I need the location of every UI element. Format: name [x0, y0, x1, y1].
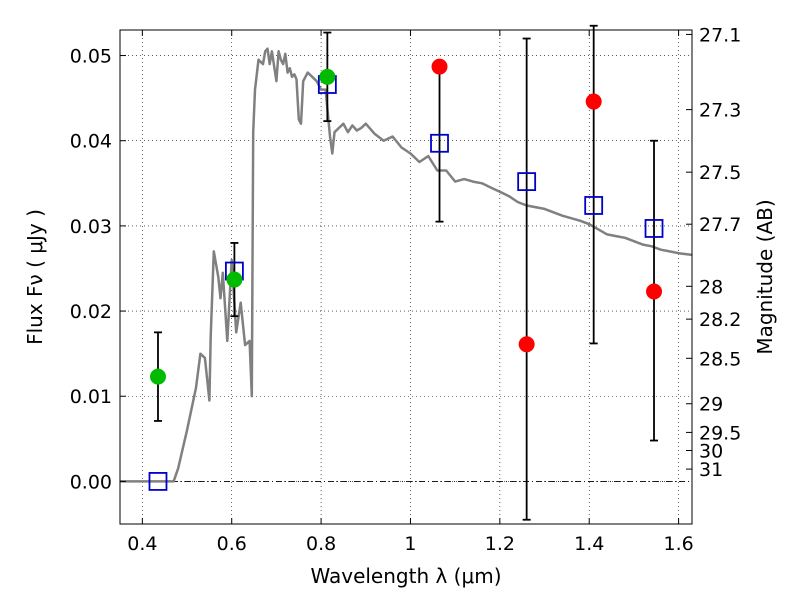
x-tick-label: 0.8 — [306, 533, 336, 555]
detection-point — [319, 68, 336, 85]
y2-axis-label: Magnitude (AB) — [753, 199, 777, 354]
y2-tick-label: 30 — [699, 440, 723, 462]
data-markers — [148, 58, 664, 491]
y2-tick-label: 29 — [699, 394, 723, 416]
x-tick-label: 1.4 — [574, 533, 604, 555]
model-square-point — [430, 133, 449, 153]
detection-point — [226, 271, 243, 288]
y2-tick-label: 27.5 — [699, 162, 741, 184]
y-tick-label: 0.03 — [70, 216, 112, 238]
x-tick-label: 1.6 — [663, 533, 693, 555]
y2-tick-label: 27.3 — [699, 100, 741, 122]
y-tick-label: 0.05 — [70, 46, 112, 68]
y2-tick-label: 27.7 — [699, 214, 741, 236]
x-tick-label: 1 — [404, 533, 416, 555]
y-tick-label: 0.00 — [70, 471, 112, 493]
error-bars — [153, 24, 659, 521]
y2-tick-label: 31 — [699, 459, 723, 481]
y-tick-label: 0.01 — [70, 386, 112, 408]
x-tick-label: 1.2 — [485, 533, 515, 555]
y2-tick-label: 28.5 — [699, 348, 741, 370]
model-square-point — [644, 219, 664, 238]
detection-point — [149, 368, 166, 385]
x-tick-label: 0.4 — [127, 533, 157, 555]
x-tick-label: 0.6 — [217, 533, 247, 555]
y-tick-label: 0.04 — [70, 131, 112, 153]
model-square-point — [517, 172, 537, 192]
spectrum-line — [120, 47, 693, 483]
grid-lines — [120, 30, 692, 524]
non-detection-point — [431, 58, 448, 75]
y2-tick-label: 29.5 — [699, 422, 741, 444]
x-axis-label: Wavelength λ (μm) — [310, 564, 501, 588]
ticks: 0.4 0.6 0.8 1 1.2 1.4 1.6 0.00 0.01 0.02 0.03 0.04 0… — [70, 24, 742, 555]
y-tick-label: 0.02 — [70, 301, 112, 323]
non-detection-point — [585, 93, 602, 110]
y2-tick-label: 28 — [699, 276, 723, 298]
non-detection-point — [646, 283, 663, 300]
plot-frame — [119, 29, 693, 525]
y2-tick-label: 27.1 — [699, 24, 741, 46]
y2-tick-label: 28.2 — [699, 309, 741, 331]
non-detection-point — [518, 336, 535, 353]
spectrum-layer — [120, 47, 693, 483]
y-axis-label: Flux Fν ( μJy ) — [23, 209, 47, 345]
model-square-point — [584, 196, 604, 215]
model-square-point — [148, 472, 168, 491]
